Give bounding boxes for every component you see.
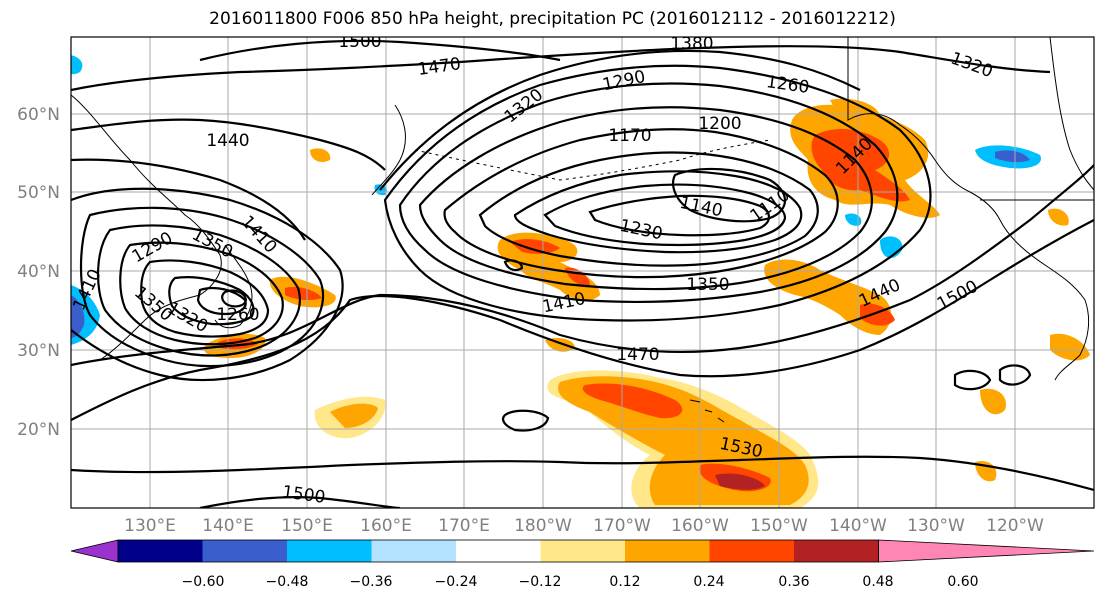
latitude-labels: 60°N 50°N 40°N 30°N 20°N	[17, 105, 60, 440]
coastline-asia	[71, 94, 222, 361]
longitude-labels: 130°E 140°E 150°E 160°E 170°E 180°W 170°…	[124, 516, 1044, 536]
contour-1170	[543, 183, 787, 247]
lon-label: 170°E	[438, 516, 490, 536]
lon-label: 170°W	[593, 516, 651, 536]
plot-area	[71, 37, 1094, 508]
contour-1350-outer	[383, 64, 932, 322]
contour-1200	[513, 170, 803, 254]
lon-label: 150°E	[281, 516, 333, 536]
contour-japan-1320	[168, 276, 255, 326]
contour-label: 1350	[686, 275, 729, 295]
contour-1440	[71, 118, 386, 171]
coastline-hudson	[1049, 37, 1094, 191]
contour-small-3	[998, 364, 1032, 386]
colorbar-tick-label: 0.12	[609, 574, 640, 590]
colorbar-segment	[287, 540, 372, 562]
contour-1410	[71, 158, 306, 241]
contour-1500-south	[199, 496, 401, 508]
colorbar-tick-label: 0.48	[862, 574, 893, 590]
contour-japan-1290	[196, 286, 247, 316]
colorbar-tick-label: −0.60	[182, 574, 225, 590]
contour-japan-1440	[79, 206, 325, 368]
contour-japan-1410	[97, 224, 301, 357]
lon-label: 160°E	[360, 516, 412, 536]
contour-label: 1380	[670, 34, 713, 54]
contour-small-4	[503, 259, 524, 272]
colorbar-tick-label: −0.24	[435, 574, 478, 590]
contour-label: 1200	[698, 114, 741, 134]
contour-1470-north	[71, 44, 1051, 92]
colorbar-tick-label: 0.24	[693, 574, 724, 590]
contour-japan-1470	[71, 187, 344, 382]
coastlines	[71, 37, 1094, 423]
coastline-northamerica	[999, 219, 1090, 381]
contour-1470-south	[71, 164, 1094, 367]
lon-label: 140°E	[202, 516, 254, 536]
colorbar-ticks: −0.60 −0.48 −0.36 −0.24 −0.12 0.12 0.24 …	[182, 574, 979, 590]
colorbar-segment	[540, 540, 626, 562]
contour-japan-1260	[221, 289, 248, 308]
contour-small-1	[501, 409, 550, 432]
colorbar-tick-label: 0.60	[947, 574, 978, 590]
colorbar-segment	[118, 540, 203, 562]
contour-1500-north	[199, 39, 561, 62]
map-title: 2016011800 F006 850 hPa height, precipit…	[209, 9, 896, 29]
contour-1230	[478, 151, 819, 267]
lat-label: 20°N	[17, 420, 60, 440]
colorbar-segment	[456, 540, 541, 562]
contour-1290	[418, 106, 873, 291]
contour-1320	[398, 82, 899, 304]
precip-shading	[71, 55, 1090, 508]
lat-label: 50°N	[17, 183, 60, 203]
lon-label: 120°W	[986, 516, 1044, 536]
colorbar-tick-label: −0.12	[519, 574, 562, 590]
contour-small-2	[953, 369, 992, 391]
lon-label: 160°W	[671, 516, 729, 536]
contour-label: 1260	[216, 305, 259, 325]
colorbar-extend-low	[70, 539, 119, 563]
lon-label: 180°W	[514, 516, 572, 536]
contour-label: 1470	[616, 345, 659, 365]
colorbar-segment	[371, 540, 457, 562]
contour-japan-1380	[119, 241, 284, 346]
contour-1530	[71, 455, 1094, 492]
colorbar-extend-high	[878, 539, 1095, 563]
island-hawaii	[689, 399, 725, 423]
colorbar	[70, 539, 1095, 563]
lat-label: 40°N	[17, 262, 60, 282]
lon-label: 140°W	[829, 516, 887, 536]
plot-border	[70, 36, 1095, 509]
colorbar-tick-label: −0.48	[266, 574, 309, 590]
colorbar-segment	[625, 540, 710, 562]
contour-1260	[443, 128, 839, 279]
coastline-aleutians	[414, 139, 771, 181]
contour-label: 1170	[608, 126, 651, 146]
contour-1500-mid	[71, 219, 1094, 421]
coastline-kamchatka	[371, 104, 406, 196]
coastline-alaska	[847, 37, 1001, 221]
contour-label: 1500	[338, 32, 381, 52]
contour-1140	[588, 194, 771, 237]
colorbar-tick-label: −0.36	[350, 574, 393, 590]
lon-label: 130°E	[124, 516, 176, 536]
lon-label: 150°W	[750, 516, 808, 536]
colorbar-tick-label: 0.36	[778, 574, 809, 590]
colorbar-segment	[202, 540, 288, 562]
coastline-japan	[214, 244, 253, 329]
height-contours	[71, 39, 1094, 508]
contour-japan-1350	[140, 259, 270, 338]
contour-label: 1440	[206, 131, 249, 151]
colorbar-segment	[709, 540, 795, 562]
lat-label: 30°N	[17, 341, 60, 361]
lon-label: 130°W	[907, 516, 965, 536]
colorbar-segment	[794, 540, 879, 562]
lat-label: 60°N	[17, 105, 60, 125]
colorbar-outline	[117, 539, 879, 563]
contour-1110	[672, 167, 787, 223]
contour-1380	[379, 49, 861, 191]
